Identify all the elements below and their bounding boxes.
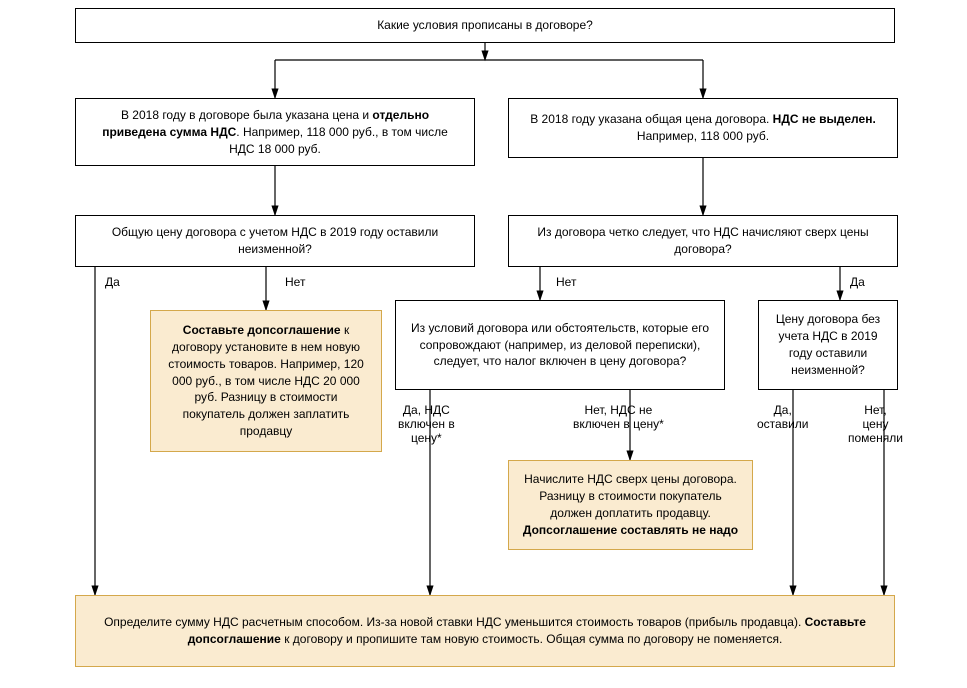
node-box_agree_left: Составьте допсоглашение к договору устан… — [150, 310, 382, 452]
edge-label-da2: Да — [850, 275, 865, 289]
node-left1: В 2018 году в договоре была указана цена… — [75, 98, 475, 166]
node-text: В 2018 году указана общая цена договора.… — [521, 111, 885, 145]
node-right_q: Цену договора без учета НДС в 2019 году … — [758, 300, 898, 390]
edge-label-da_incl: Да, НДСвключен вцену* — [398, 403, 455, 445]
node-right2: Из договора четко следует, что НДС начис… — [508, 215, 898, 267]
node-box_agree_right: Начислите НДС сверх цены договора. Разни… — [508, 460, 753, 550]
node-mid_q: Из условий договора или обстоятельств, к… — [395, 300, 725, 390]
node-text: В 2018 году в договоре была указана цена… — [88, 107, 462, 157]
node-text: Какие условия прописаны в договоре? — [377, 17, 593, 34]
node-text: Из договора четко следует, что НДС начис… — [521, 224, 885, 258]
edge-label-net1: Нет — [285, 275, 305, 289]
node-text: Цену договора без учета НДС в 2019 году … — [771, 311, 885, 378]
edge-label-da1: Да — [105, 275, 120, 289]
node-text: Определите сумму НДС расчетным способом.… — [88, 614, 882, 648]
node-text: Из условий договора или обстоятельств, к… — [408, 320, 712, 370]
node-text: Начислите НДС сверх цены договора. Разни… — [521, 471, 740, 538]
edge-label-net_pom: Нет,ценупоменяли — [848, 403, 903, 445]
node-bottom: Определите сумму НДС расчетным способом.… — [75, 595, 895, 667]
node-left2: Общую цену договора с учетом НДС в 2019 … — [75, 215, 475, 267]
edge-label-net2: Нет — [556, 275, 576, 289]
node-root: Какие условия прописаны в договоре? — [75, 8, 895, 43]
node-text: Составьте допсоглашение к договору устан… — [163, 322, 369, 440]
node-text: Общую цену договора с учетом НДС в 2019 … — [88, 224, 462, 258]
edge-label-net_incl: Нет, НДС невключен в цену* — [573, 403, 664, 431]
node-right1: В 2018 году указана общая цена договора.… — [508, 98, 898, 158]
edge-label-da_ost: Да,оставили — [757, 403, 809, 431]
